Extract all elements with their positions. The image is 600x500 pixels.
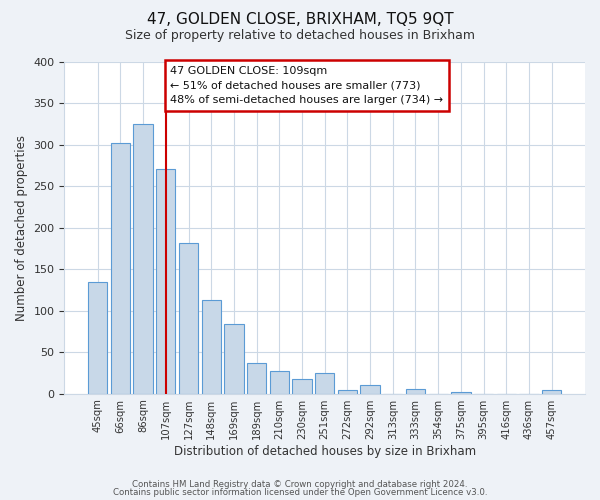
Bar [133, 124, 153, 394]
Bar [292, 379, 311, 394]
Bar [451, 392, 470, 394]
Bar [179, 242, 198, 394]
Bar [315, 373, 334, 394]
Bar [406, 388, 425, 394]
Text: 47, GOLDEN CLOSE, BRIXHAM, TQ5 9QT: 47, GOLDEN CLOSE, BRIXHAM, TQ5 9QT [146, 12, 454, 28]
Bar [247, 363, 266, 394]
Bar [202, 300, 221, 394]
Bar [269, 372, 289, 394]
Bar [361, 384, 380, 394]
Bar [224, 324, 244, 394]
Bar [88, 282, 107, 394]
Y-axis label: Number of detached properties: Number of detached properties [15, 134, 28, 320]
X-axis label: Distribution of detached houses by size in Brixham: Distribution of detached houses by size … [173, 444, 476, 458]
Text: 47 GOLDEN CLOSE: 109sqm
← 51% of detached houses are smaller (773)
48% of semi-d: 47 GOLDEN CLOSE: 109sqm ← 51% of detache… [170, 66, 443, 106]
Bar [338, 390, 357, 394]
Bar [111, 143, 130, 394]
Bar [542, 390, 562, 394]
Text: Size of property relative to detached houses in Brixham: Size of property relative to detached ho… [125, 29, 475, 42]
Bar [156, 168, 175, 394]
Text: Contains HM Land Registry data © Crown copyright and database right 2024.: Contains HM Land Registry data © Crown c… [132, 480, 468, 489]
Text: Contains public sector information licensed under the Open Government Licence v3: Contains public sector information licen… [113, 488, 487, 497]
